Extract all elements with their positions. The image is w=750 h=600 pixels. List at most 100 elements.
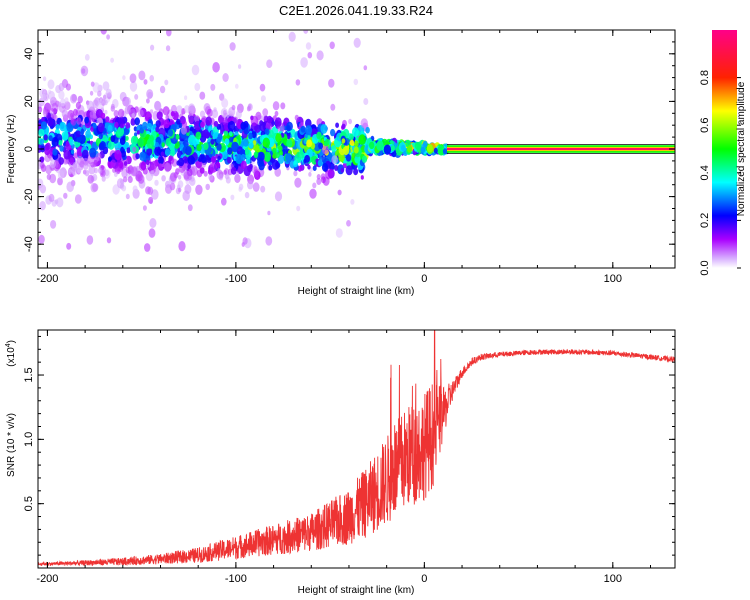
heatmap-cell [288,31,296,42]
heatmap-cell [176,118,181,125]
heatmap-cell [110,57,114,63]
heatmap-cell [321,144,329,155]
heatmap-cell [274,30,278,32]
heatmap-cell [230,194,235,201]
heatmap-cell [304,125,313,136]
heatmap-cell [125,136,129,141]
heatmap-cell [84,170,90,177]
heatmap-cell [192,128,196,134]
heatmap-cell [97,122,105,133]
snr-multiplier: (x104) [5,340,17,367]
heatmap-cell [104,169,110,177]
colorbar-tick-label: 0.4 [699,165,711,180]
heatmap-cell [116,126,125,137]
heatmap-cell [48,90,55,101]
heatmap-cell [38,128,45,137]
heatmap-cell [274,191,283,202]
heatmap-cell [312,182,317,189]
heatmap-cell [167,129,174,137]
heatmap-cell [307,52,313,59]
heatmap-cell [106,237,112,244]
heatmap-cell [105,116,110,123]
heatmap-cell [216,136,221,144]
x-tick-label: -100 [225,573,247,585]
heatmap-cell [227,147,233,155]
colorbar: 0.0 0.2 0.4 0.6 0.8 Normalized spectral ampl… [699,30,747,276]
heatmap-cell [407,145,413,153]
heatmap-region-tone [446,144,675,154]
heatmap-cell [181,120,188,128]
heatmap-cell [113,110,119,117]
heatmap-cell [304,154,310,163]
heatmap-cell [316,131,322,140]
heatmap-cell [146,89,154,99]
heatmap-cell [183,170,191,182]
heatmap-cell [414,141,421,150]
heatmap-cell [155,141,159,148]
heatmap-cell [164,148,171,156]
y-tick-label: 1.5 [23,367,35,382]
heatmap-cell [127,176,133,183]
heatmap-cell [358,134,367,145]
heatmap-cell [360,118,368,129]
svg-text:(x104): (x104) [5,340,17,367]
heatmap-cell [116,178,125,189]
heatmap-cell [90,182,98,193]
heatmap-cell [169,143,175,151]
heatmap-cell [272,101,280,111]
heatmap-cell [274,167,282,177]
snr-panel: -200 -100 0 100 0.5 1.0 1.5 Height of straight… [5,329,676,596]
heatmap-cell [125,193,130,200]
heatmap-cell [365,126,370,134]
heatmap-cell [39,138,45,145]
y-tick-label: 0 [23,146,35,152]
heatmap-cell [134,117,140,126]
heatmap-cell [63,192,68,199]
heatmap-cell [242,237,248,245]
heatmap-cell [203,142,209,150]
heatmap-cell [195,131,202,140]
heatmap-cell [345,154,352,162]
heatmap-cell [294,177,302,188]
heatmap-cell [72,161,78,169]
heatmap-cell [262,108,269,117]
heatmap-region-diffuse [38,30,371,252]
x-tick-label: 100 [604,573,622,585]
heatmap-cell [342,146,350,156]
heatmap-cell [294,114,299,121]
heatmap-cell [330,128,336,137]
heatmap-cell [221,197,227,206]
heatmap-cell [299,148,304,154]
heatmap-cell [205,116,212,126]
heatmap-cell [87,174,94,184]
y-tick-label: 1.0 [23,432,35,447]
heatmap-cell [50,220,57,229]
heatmap-cell [69,139,74,146]
heatmap-cell [325,169,333,180]
snr-line [38,330,675,567]
heatmap-cell [360,130,364,136]
heatmap-cell [335,228,343,238]
heatmap-cell [422,140,428,148]
heatmap-cell [233,137,237,143]
x-tick-label: -200 [36,273,58,285]
heatmap-cell [205,183,210,191]
heatmap-cell [146,98,150,104]
heatmap-cell [144,243,151,252]
heatmap-cell [82,157,89,166]
heatmap-cell [304,133,308,139]
heatmap-cell [40,121,48,130]
heatmap-cell [165,137,172,147]
heatmap-cell [222,109,227,116]
heatmap-cell [271,159,280,170]
heatmap-cell [55,124,60,130]
heatmap-cell [90,81,95,87]
heatmap-cell [38,185,41,191]
heatmap-cell [38,234,45,244]
heatmap-cell [170,111,175,117]
heatmap-cell [98,98,104,105]
heatmap-cell [124,97,131,106]
heatmap-cell [77,95,83,104]
heatmap-cell [149,75,154,82]
